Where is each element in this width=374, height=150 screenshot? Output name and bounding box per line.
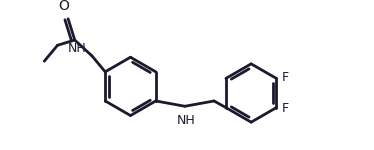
Text: F: F xyxy=(282,102,289,115)
Text: NH: NH xyxy=(177,114,196,127)
Text: NH: NH xyxy=(68,42,87,55)
Text: F: F xyxy=(282,71,289,84)
Text: O: O xyxy=(59,0,70,14)
